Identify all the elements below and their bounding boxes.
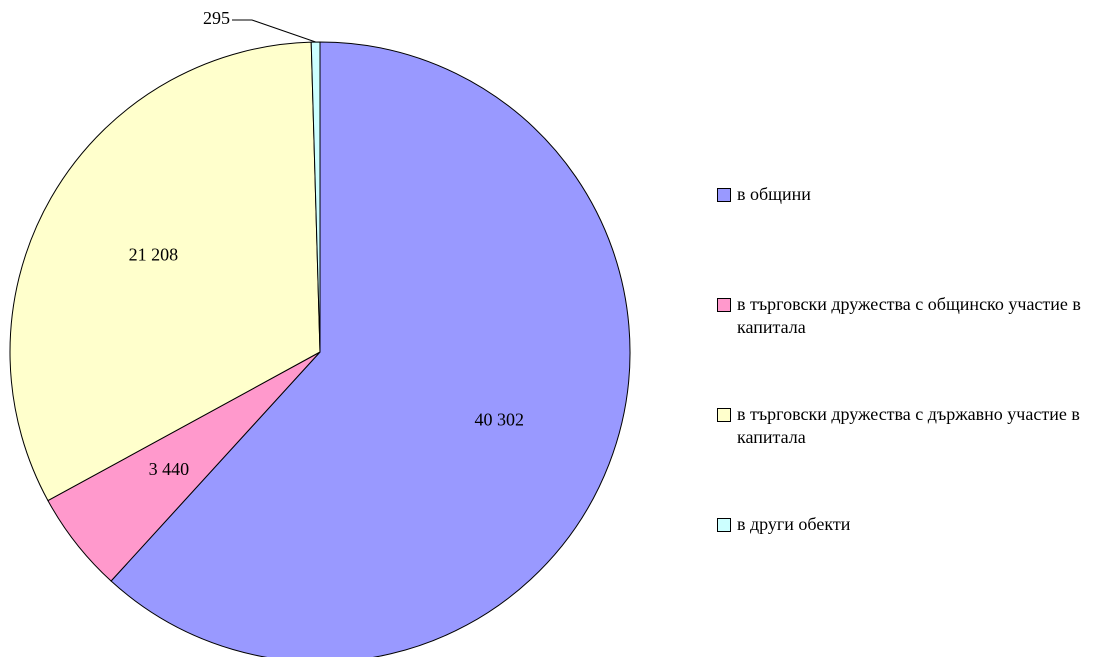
legend-label: в търговски дружества с общинско участие…	[737, 294, 1081, 337]
pie-slice	[110, 41, 631, 657]
legend-swatch	[717, 298, 731, 312]
data-label: 295	[203, 8, 230, 28]
legend-label: в общини	[737, 184, 811, 204]
legend-swatch	[717, 518, 731, 532]
data-label: 40 302	[474, 410, 524, 430]
leader-line	[232, 19, 316, 43]
legend-swatch	[717, 408, 731, 422]
chart: 40 302 3 440 21 208 295	[9, 8, 631, 657]
legend-item: в общини	[717, 183, 1097, 206]
pie-slice	[9, 41, 321, 502]
legend-item: в други обекти	[717, 513, 1097, 536]
legend-label: в търговски дружества с държавно участие…	[737, 404, 1080, 447]
legend-label: в други обекти	[737, 514, 851, 534]
legend-item: в търговски дружества с общинско участие…	[717, 293, 1097, 339]
legend-swatch	[717, 188, 731, 202]
data-label: 21 208	[129, 244, 179, 264]
legend-item: в търговски дружества с държавно участие…	[717, 403, 1097, 449]
data-label: 3 440	[149, 459, 190, 479]
